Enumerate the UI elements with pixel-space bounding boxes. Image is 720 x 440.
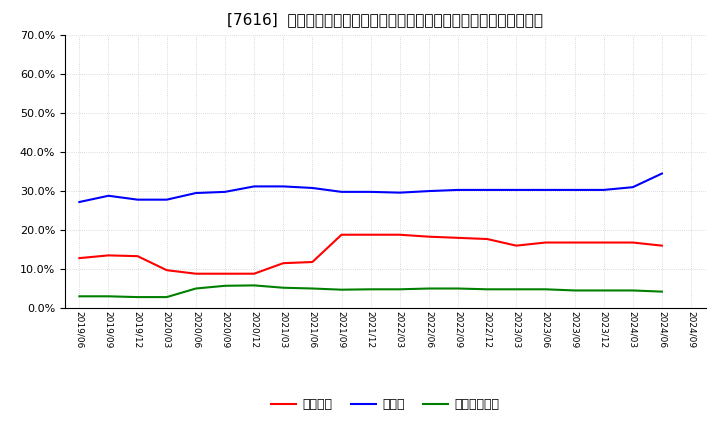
- のれん: [483, 187, 492, 193]
- 自己資本: [395, 232, 404, 237]
- のれん: [104, 193, 113, 198]
- のれん: [192, 191, 200, 196]
- 繰延税金資産: [133, 294, 142, 300]
- のれん: [395, 190, 404, 195]
- 繰延税金資産: [192, 286, 200, 291]
- Line: のれん: のれん: [79, 173, 662, 202]
- のれん: [163, 197, 171, 202]
- のれん: [337, 189, 346, 194]
- 繰延税金資産: [163, 294, 171, 300]
- 繰延税金資産: [337, 287, 346, 292]
- 自己資本: [192, 271, 200, 276]
- 繰延税金資産: [570, 288, 579, 293]
- 自己資本: [454, 235, 462, 241]
- 繰延税金資産: [512, 286, 521, 292]
- 自己資本: [512, 243, 521, 248]
- 繰延税金資産: [657, 289, 666, 294]
- 自己資本: [250, 271, 258, 276]
- 繰延税金資産: [366, 286, 375, 292]
- 自己資本: [425, 234, 433, 239]
- のれん: [279, 184, 287, 189]
- 自己資本: [163, 268, 171, 273]
- Title: [7616]  自己資本、のれん、繰延税金資産の総資産に対する比率の推移: [7616] 自己資本、のれん、繰延税金資産の総資産に対する比率の推移: [228, 12, 543, 27]
- 自己資本: [279, 260, 287, 266]
- のれん: [454, 187, 462, 193]
- 繰延税金資産: [75, 293, 84, 299]
- Line: 自己資本: 自己資本: [79, 235, 662, 274]
- 繰延税金資産: [279, 285, 287, 290]
- のれん: [75, 199, 84, 205]
- のれん: [133, 197, 142, 202]
- 自己資本: [483, 236, 492, 242]
- 自己資本: [133, 253, 142, 259]
- 自己資本: [541, 240, 550, 245]
- 繰延税金資産: [220, 283, 229, 289]
- のれん: [425, 188, 433, 194]
- 自己資本: [337, 232, 346, 237]
- のれん: [250, 184, 258, 189]
- 自己資本: [104, 253, 113, 258]
- 自己資本: [629, 240, 637, 245]
- のれん: [541, 187, 550, 193]
- 自己資本: [366, 232, 375, 237]
- 繰延税金資産: [599, 288, 608, 293]
- 繰延税金資産: [454, 286, 462, 291]
- 繰延税金資産: [308, 286, 317, 291]
- Legend: 自己資本, のれん, 繰延税金資産: 自己資本, のれん, 繰延税金資産: [266, 393, 505, 416]
- のれん: [220, 189, 229, 194]
- のれん: [599, 187, 608, 193]
- 繰延税金資産: [250, 283, 258, 288]
- Line: 繰延税金資産: 繰延税金資産: [79, 286, 662, 297]
- 繰延税金資産: [629, 288, 637, 293]
- のれん: [570, 187, 579, 193]
- のれん: [308, 185, 317, 191]
- 繰延税金資産: [395, 286, 404, 292]
- 繰延税金資産: [483, 286, 492, 292]
- 繰延税金資産: [541, 286, 550, 292]
- 自己資本: [657, 243, 666, 248]
- のれん: [366, 189, 375, 194]
- のれん: [629, 184, 637, 190]
- のれん: [512, 187, 521, 193]
- 自己資本: [308, 259, 317, 264]
- 繰延税金資産: [425, 286, 433, 291]
- 自己資本: [75, 256, 84, 261]
- 自己資本: [220, 271, 229, 276]
- 自己資本: [570, 240, 579, 245]
- 繰延税金資産: [104, 293, 113, 299]
- 自己資本: [599, 240, 608, 245]
- のれん: [657, 171, 666, 176]
